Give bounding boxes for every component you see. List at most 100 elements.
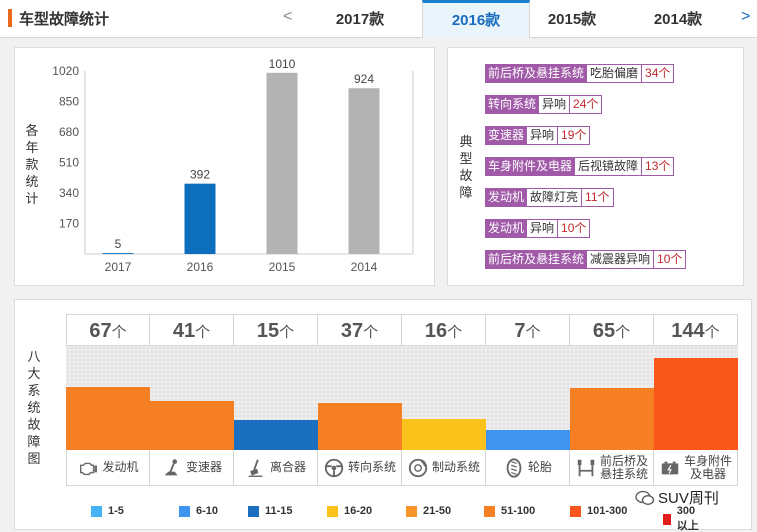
vlabel-char: 八	[27, 349, 41, 364]
fault-description: 故障灯亮	[527, 188, 583, 207]
fault-item: 转向系统 异响 24个	[485, 95, 603, 114]
legend-item: 6-10	[179, 505, 218, 517]
system-bar	[66, 387, 150, 450]
vlabel-char: 计	[25, 191, 39, 206]
system-label-cell: 离合器	[234, 450, 318, 486]
tab-2017[interactable]: 2017款	[335, 11, 385, 28]
engine-icon	[77, 457, 99, 479]
legend-label: 1-5	[108, 505, 124, 517]
fault-count: 19个	[558, 126, 591, 145]
system-name: 离合器	[269, 460, 306, 474]
fault-description: 吃胎偏磨	[587, 64, 643, 83]
fault-item: 发动机 故障灯亮 11个	[485, 188, 614, 207]
fault-description: 异响	[539, 95, 571, 114]
watermark-text: SUV周刊	[658, 490, 719, 507]
wechat-icon	[635, 490, 655, 505]
y-tick-label: 170	[59, 217, 79, 231]
fault-item: 发动机 异响 10个	[485, 219, 591, 238]
fault-count: 11个	[582, 188, 614, 207]
tab-2015[interactable]: 2015款	[547, 11, 597, 28]
fault-description: 异响	[527, 219, 559, 238]
header-bar: 车型故障统计 < 2017款 2016款 2015款 2014款 >	[0, 0, 757, 38]
legend-item: 1-5	[91, 505, 124, 517]
legend-swatch	[406, 505, 417, 517]
legend-item: 300以上	[663, 505, 705, 532]
system-name: 变速器	[185, 460, 222, 474]
title-accent	[8, 9, 12, 27]
system-bar	[570, 388, 654, 450]
legend-label: 11-15	[265, 505, 293, 517]
system-count-number: 16	[424, 320, 448, 342]
vlabel-char: 故	[459, 168, 473, 183]
next-arrow-icon[interactable]: >	[741, 8, 751, 25]
vlabel-char: 典	[459, 134, 473, 149]
legend-item: 21-50	[406, 505, 451, 517]
system-count: 16个	[402, 314, 486, 346]
vlabel-char: 障	[27, 434, 41, 449]
system-label-cell: 制动系统	[402, 450, 486, 486]
legend-label: 6-10	[196, 505, 219, 517]
system-bar	[654, 358, 738, 450]
watermark: SUV周刊	[635, 487, 719, 508]
system-count: 15个	[234, 314, 318, 346]
prev-arrow-icon[interactable]: <	[283, 8, 293, 25]
vlabel-char: 年	[25, 140, 39, 155]
fault-count: 34个	[642, 64, 675, 83]
vlabel-char: 大	[27, 366, 41, 381]
year-bar	[102, 253, 134, 254]
fault-category: 前后桥及悬挂系统	[485, 250, 588, 269]
system-bar	[234, 420, 318, 450]
suspension-icon	[575, 457, 597, 479]
vlabel-char: 图	[27, 451, 41, 466]
system-label-cell: 车身附件 及电器	[654, 450, 738, 486]
fault-category: 转向系统	[485, 95, 540, 114]
legend-item: 11-15	[248, 505, 293, 517]
vlabel-char: 统	[27, 400, 41, 415]
fault-count: 13个	[642, 157, 675, 176]
system-count-number: 37	[340, 320, 364, 342]
y-tick-label: 850	[59, 95, 79, 109]
typical-faults-vertical-label: 典 型 故 障	[459, 133, 473, 201]
color-legend: 1-5 6-10 11-15 16-20 21-50 51-100 101-300 300以上	[15, 505, 705, 532]
system-count-number: 7	[514, 320, 526, 342]
system-count-number: 41	[172, 320, 196, 342]
page-title: 车型故障统计	[19, 11, 110, 28]
system-count-unit: 个	[363, 324, 379, 341]
system-name: 轮胎	[527, 460, 552, 474]
system-bar	[318, 403, 402, 450]
year-stats-panel: 各 年 款 统 计 1020 850 680 510 340 170 5 2017 392 201…	[14, 47, 435, 286]
x-tick-label: 2016	[187, 260, 214, 274]
vlabel-char: 故	[27, 417, 41, 432]
tab-2016[interactable]: 2016款	[422, 0, 530, 38]
system-count-number: 15	[256, 320, 280, 342]
vlabel-char: 型	[459, 151, 473, 166]
system-count: 41个	[150, 314, 234, 346]
system-bar	[402, 419, 486, 450]
year-bar-value-label: 1010	[269, 57, 296, 71]
system-count: 144个	[654, 314, 738, 346]
vlabel-char: 各	[25, 123, 39, 138]
legend-label: 51-100	[501, 505, 536, 517]
fault-category: 前后桥及悬挂系统	[485, 64, 588, 83]
fault-count: 10个	[654, 250, 687, 269]
system-count-unit: 个	[615, 324, 631, 341]
system-label-cell: 前后桥及 悬挂系统	[570, 450, 654, 486]
system-label-cell: 轮胎	[486, 450, 570, 486]
legend-swatch	[570, 505, 581, 517]
steering-wheel-icon	[323, 457, 345, 479]
system-count-unit: 个	[279, 324, 295, 341]
x-tick-label: 2017	[105, 260, 132, 274]
vlabel-char: 障	[459, 185, 473, 200]
system-count-unit: 个	[111, 324, 127, 341]
legend-swatch	[663, 513, 671, 525]
system-count-unit: 个	[704, 324, 720, 341]
system-count-number: 65	[592, 320, 616, 342]
year-bar	[184, 183, 216, 254]
system-name: 制动系统	[431, 460, 480, 474]
system-name: 前后桥及 悬挂系统	[599, 453, 648, 481]
tab-2014[interactable]: 2014款	[653, 11, 703, 28]
system-label-cell: 发动机	[66, 450, 150, 486]
system-name: 车身附件 及电器	[683, 453, 732, 481]
battery-icon	[659, 457, 681, 479]
